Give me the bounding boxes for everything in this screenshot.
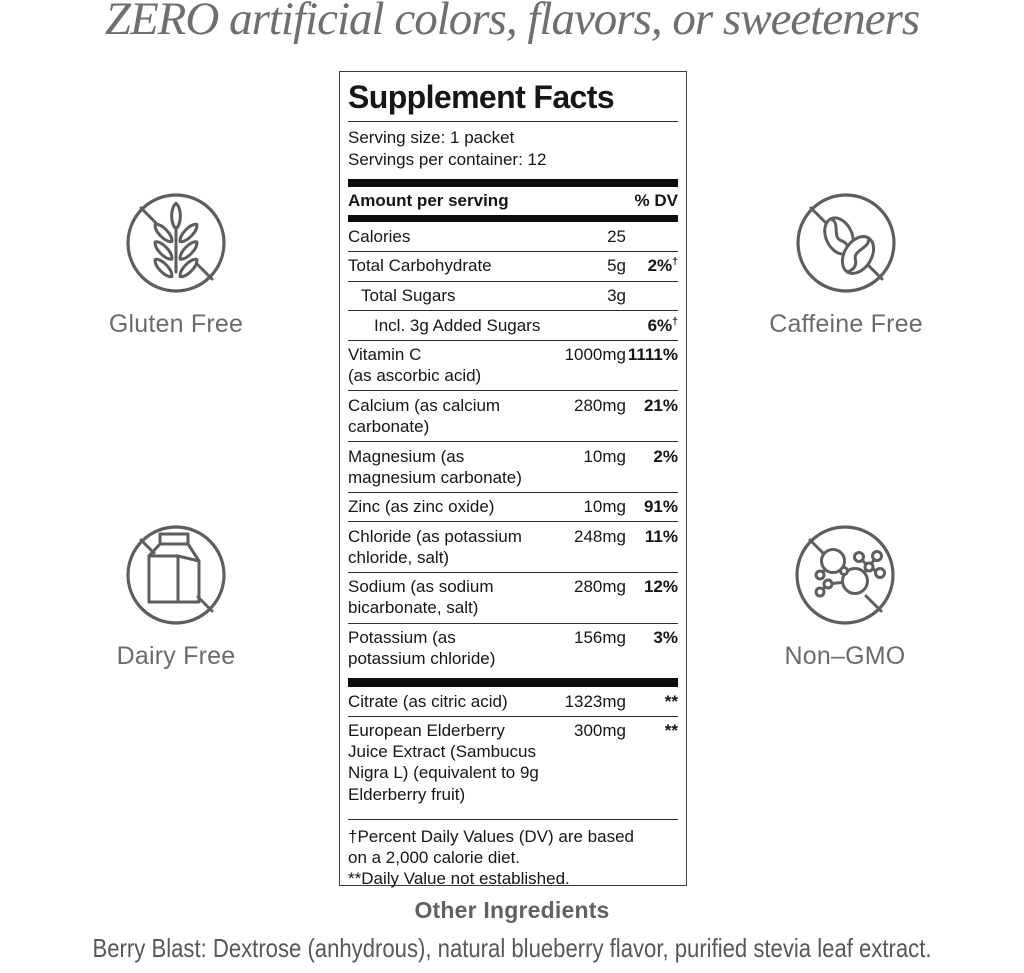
column-header-row: Amount per serving % DV — [348, 187, 678, 215]
nutrient-amount: 248mg — [574, 526, 626, 546]
nutrient-dv: 2%† — [647, 255, 678, 276]
badge-label: Gluten Free — [108, 310, 244, 338]
servings-per-container: Servings per container: 12 — [348, 150, 547, 170]
footnote-daily-values: †Percent Daily Values (DV) are based on … — [348, 826, 634, 867]
nutrient-amount: 25 — [607, 226, 626, 246]
nutrient-name: Citrate (as citric acid) — [348, 691, 508, 711]
milk-carton-icon — [126, 525, 226, 625]
nutrient-row: Sodium (as sodium bicarbonate, salt) 280… — [348, 571, 678, 623]
badge-gluten-free: Gluten Free — [56, 191, 296, 339]
footnote-divider — [348, 818, 678, 820]
coffee-beans-icon — [796, 193, 896, 293]
nutrient-name: Chloride (as potassium chloride, salt) — [348, 526, 522, 567]
supplement-facts-title: Supplement Facts — [348, 79, 615, 115]
nutrient-dv: 3% — [653, 628, 678, 648]
nutrient-row: Vitamin C (as ascorbic acid) 1000mg 1111… — [348, 339, 678, 391]
nutrient-amount: 280mg — [574, 395, 626, 415]
headline: ZERO artificial colors, flavors, or swee… — [104, 0, 920, 45]
nutrient-row: Potassium (as potassium chloride) 156mg … — [348, 622, 678, 674]
nutrient-dv: 2% — [653, 446, 678, 466]
nutrient-dv: ** — [664, 691, 678, 711]
thick-bar — [348, 179, 678, 188]
nutrient-name: Zinc (as zinc oxide) — [348, 497, 495, 517]
molecule-icon — [795, 525, 895, 625]
nutrient-rows: Calories 25 Total Carbohydrate 5g 2%† To… — [348, 222, 678, 673]
serving-size: Serving size: 1 packet — [348, 128, 515, 148]
nutrient-name: Total Sugars — [361, 286, 456, 306]
footnotes: †Percent Daily Values (DV) are based on … — [348, 820, 678, 890]
nutrient-name: Vitamin C (as ascorbic acid) — [348, 345, 482, 386]
nutrient-dv: 11% — [644, 526, 678, 546]
nutrient-amount: 3g — [607, 286, 626, 306]
nutrient-name: Sodium (as sodium bicarbonate, salt) — [348, 577, 494, 618]
nutrient-amount: 280mg — [574, 577, 626, 597]
nutrient-dv: 21% — [643, 395, 678, 415]
nutrient-row: Incl. 3g Added Sugars 6%† — [348, 310, 678, 340]
nutrient-row: Total Carbohydrate 5g 2%† — [348, 250, 678, 281]
badge-label: Caffeine Free — [769, 310, 923, 338]
wheat-icon — [126, 193, 226, 293]
nutrient-name: Incl. 3g Added Sugars — [374, 315, 541, 335]
footnote-not-established: **Daily Value not established. — [348, 869, 570, 889]
amount-per-serving-label: Amount per serving — [348, 191, 509, 211]
nutrient-dv: 1111% — [627, 345, 678, 365]
supplement-facts-panel: Supplement Facts Serving size: 1 packet … — [339, 71, 687, 888]
thick-bar — [348, 215, 678, 223]
badge-dairy-free: Dairy Free — [56, 523, 296, 671]
other-ingredients-title: Other Ingredients — [414, 897, 610, 923]
serving-info: Serving size: 1 packet Servings per cont… — [348, 122, 678, 179]
thick-bar — [348, 678, 678, 688]
nutrient-name: Total Carbohydrate — [348, 256, 492, 276]
nutrient-dv: 12% — [643, 577, 678, 597]
nutrient-dv: 6%† — [647, 314, 678, 335]
nutrient-row: Chloride (as potassium chloride, salt) 2… — [348, 521, 678, 572]
nutrient-row: Zinc (as zinc oxide) 10mg 91% — [348, 491, 678, 522]
nutrient-amount: 10mg — [583, 497, 626, 517]
badge-label: Dairy Free — [116, 642, 236, 670]
nutrient-row: Calcium (as calcium carbonate) 280mg 21% — [348, 390, 678, 441]
nutrient-name: European Elderberry Juice Extract (Sambu… — [348, 721, 539, 804]
badge-caffeine-free: Caffeine Free — [726, 191, 966, 339]
nutrient-row: Citrate (as citric acid) 1323mg ** — [348, 687, 678, 716]
nutrient-amount: 10mg — [583, 446, 626, 466]
nutrient-name: Calories — [348, 226, 411, 246]
nutrient-amount: 1000mg — [564, 345, 626, 365]
nutrient-amount: 156mg — [574, 628, 626, 648]
nutrient-amount: 300mg — [574, 721, 626, 741]
nutrient-dv: ** — [664, 721, 678, 741]
nutrient-amount: 5g — [607, 256, 626, 276]
nutrient-name: Calcium (as calcium carbonate) — [348, 395, 501, 436]
badge-label: Non–GMO — [784, 642, 906, 670]
other-ingredients-text: Berry Blast: Dextrose (anhydrous), natur… — [92, 933, 932, 963]
badge-non-gmo: Non–GMO — [725, 523, 965, 671]
nutrient-row: European Elderberry Juice Extract (Sambu… — [348, 715, 678, 809]
nutrient-dv: 91% — [643, 497, 678, 517]
nutrient-amount: 1323mg — [564, 691, 626, 711]
nutrient-row: Magnesium (as magnesium carbonate) 10mg … — [348, 441, 678, 492]
nutrient-row: Total Sugars 3g — [348, 280, 678, 311]
percent-dv-label: % DV — [634, 191, 678, 211]
nutrient-name: Magnesium (as magnesium carbonate) — [348, 446, 522, 487]
other-nutrient-rows: Citrate (as citric acid) 1323mg ** Europ… — [348, 687, 678, 808]
title-divider — [348, 121, 678, 123]
nutrient-row: Calories 25 — [348, 222, 678, 251]
nutrient-name: Potassium (as potassium chloride) — [348, 628, 496, 669]
